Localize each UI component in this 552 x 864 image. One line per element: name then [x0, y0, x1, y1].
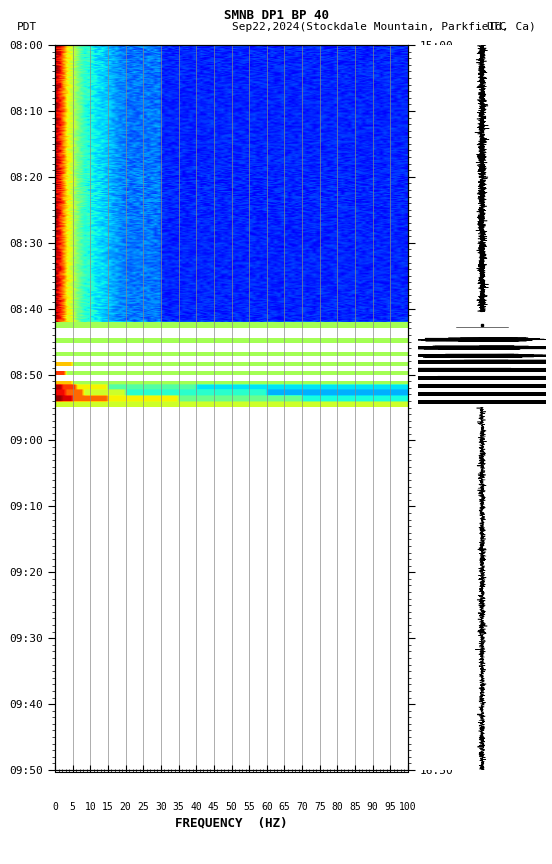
X-axis label: FREQUENCY  (HZ): FREQUENCY (HZ): [175, 816, 288, 829]
Text: PDT: PDT: [17, 22, 37, 32]
Text: SMNB DP1 BP 40: SMNB DP1 BP 40: [224, 9, 328, 22]
Text: UTC: UTC: [486, 22, 506, 32]
Text: Sep22,2024(Stockdale Mountain, Parkfield, Ca): Sep22,2024(Stockdale Mountain, Parkfield…: [232, 22, 535, 32]
